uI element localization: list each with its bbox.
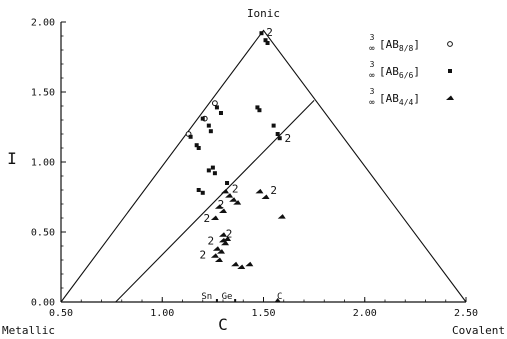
data-point-square (212, 171, 217, 176)
data-point-square (263, 38, 268, 43)
data-point-square (188, 134, 193, 139)
baseline-label: Sn (201, 292, 212, 302)
data-point-square (206, 123, 211, 128)
point-annotation: 2 (284, 132, 291, 145)
y-tick-label: 0.00 (31, 298, 55, 309)
data-point-triangle (214, 204, 223, 209)
legend-superscript: 3 (370, 33, 375, 42)
y-tick-label: 1.50 (31, 88, 55, 99)
chart-axes: 0.50 1.00 1.50 2.00 2.500.000.501.001.502.00… (2, 7, 505, 337)
corner-label-ionic: Ionic (247, 7, 280, 20)
corner-label-metallic: Metallic (2, 324, 55, 337)
data-point-square (200, 116, 205, 121)
y-tick-label: 1.00 (31, 158, 55, 169)
legend-entry: 3 ∞ [AB4/4] (369, 87, 454, 108)
data-point-square (206, 168, 211, 173)
data-point-triangle (214, 257, 223, 262)
legend-marker-circle (447, 41, 453, 47)
point-annotation: 2 (266, 26, 273, 39)
baseline-label: C (277, 292, 282, 302)
data-point-square (214, 105, 219, 110)
baseline-mark (215, 299, 218, 302)
data-point-triangle (233, 200, 242, 205)
data-point-triangle (277, 214, 286, 219)
data-point-triangle (237, 264, 246, 269)
data-point-triangle (219, 232, 227, 237)
data-point-triangle (223, 236, 232, 241)
data-point-square (277, 136, 282, 141)
data-point-square (225, 181, 230, 185)
data-point-square (257, 108, 262, 113)
data-point-triangle (221, 188, 230, 194)
data-point-square (259, 31, 264, 36)
point-annotation: 2 (199, 248, 206, 261)
point-annotation: 2 (218, 198, 225, 211)
data-point-square (218, 111, 223, 115)
data-point-square (200, 190, 205, 195)
legend: 3 ∞ [AB8/8] 3 ∞ [AB6/6] 3 ∞ [AB4/4] (369, 33, 454, 108)
y-axis-label: I (7, 149, 17, 168)
point-annotation: 2 (203, 212, 210, 225)
data-point-triangle (229, 197, 238, 202)
data-point-triangle (225, 193, 234, 198)
data-point-square (210, 165, 215, 170)
triangle-outline (60, 29, 467, 303)
point-annotation: 2 (232, 183, 239, 196)
legend-label: [AB8/8] (379, 38, 420, 53)
data-point-square (208, 129, 213, 134)
legend-infinity: ∞ (369, 71, 375, 81)
point-annotation: 2 (226, 227, 233, 240)
data-point-square (265, 41, 270, 45)
point-annotation: 2 (208, 234, 215, 247)
data-point-triangle (210, 253, 219, 258)
x-axis-label: C (218, 315, 228, 334)
y-tick-label: 2.00 (31, 18, 55, 29)
data-point-triangle (261, 194, 270, 199)
legend-infinity: ∞ (369, 98, 375, 108)
data-point-triangle (219, 237, 227, 243)
x-tick-label: 1.00 (150, 308, 174, 319)
triangle-diagram (60, 29, 467, 303)
data-point-triangle (219, 208, 227, 213)
data-point-triangle (210, 215, 219, 220)
legend-marker-square (448, 69, 452, 73)
y-tick-label: 0.50 (31, 228, 55, 239)
data-point-triangle (216, 249, 225, 254)
divider-line (115, 100, 315, 303)
baseline-mark (274, 298, 281, 302)
legend-superscript: 3 (370, 60, 375, 69)
x-tick-label: 1.50 (251, 308, 275, 319)
data-point-triangle (255, 188, 264, 194)
point-annotation: 2 (270, 184, 277, 197)
baseline-mark (234, 299, 237, 302)
data-point-triangle (245, 261, 254, 267)
data-point-square (196, 146, 201, 150)
legend-entry: 3 ∞ [AB8/8] (369, 33, 453, 54)
legend-superscript: 3 (370, 87, 375, 96)
x-tick-label: 2.50 (454, 308, 478, 319)
legend-entry: 3 ∞ [AB6/6] (369, 60, 452, 81)
data-point-triangle (221, 240, 230, 246)
data-point-circle (212, 100, 218, 107)
data-point-square (271, 123, 276, 128)
x-tick-label: 0.50 (49, 308, 73, 319)
data-point-square (194, 143, 199, 148)
corner-label-covalent: Covalent (452, 324, 505, 337)
legend-label: [AB4/4] (379, 92, 420, 107)
data-point-square (255, 105, 260, 110)
legend-infinity: ∞ (369, 44, 375, 54)
legend-marker-triangle (446, 95, 454, 100)
baseline-label: Ge (222, 292, 233, 302)
x-tick-label: 2.00 (353, 308, 377, 319)
data-point-square (196, 188, 201, 192)
data-points (185, 31, 286, 269)
legend-label: [AB6/6] (379, 65, 420, 80)
data-point-triangle (231, 261, 240, 267)
data-point-triangle (212, 246, 221, 251)
data-point-square (275, 132, 280, 136)
